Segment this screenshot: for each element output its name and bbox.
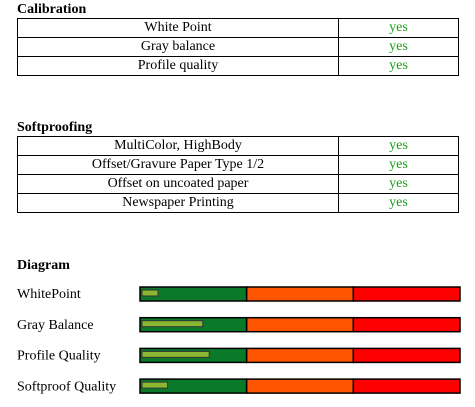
item-cell: Profile quality	[17, 56, 339, 76]
section-title: Calibration	[17, 2, 87, 17]
table-row: White Point yes	[17, 18, 459, 38]
bar	[141, 381, 169, 389]
row-label: WhitePoint	[17, 287, 81, 302]
zone	[245, 378, 355, 394]
zone	[245, 316, 355, 333]
item-cell: Newspaper Printing	[17, 193, 339, 213]
table-row: Offset/Gravure Paper Type 1/2 yes	[17, 155, 459, 175]
zone	[352, 316, 461, 333]
row-label: Profile Quality	[17, 349, 101, 364]
table-row: Newspaper Printing yes	[17, 193, 459, 213]
zone	[245, 347, 355, 364]
status-cell: yes	[338, 193, 459, 213]
status-cell: yes	[338, 56, 459, 76]
table-row: Offset on uncoated paper yes	[17, 174, 459, 194]
zone	[352, 378, 461, 394]
table-row: Profile quality yes	[17, 56, 459, 76]
section-title: Softproofing	[17, 120, 93, 135]
zone	[245, 286, 355, 302]
softproofing-table: MultiColor, HighBody yes Offset/Gravure Pa…	[17, 136, 459, 213]
bar	[141, 350, 210, 358]
row-label: Gray Balance	[17, 318, 94, 333]
bar	[141, 289, 159, 297]
diagram-title: Diagram	[17, 258, 70, 273]
row-label: Softproof Quality	[17, 379, 116, 394]
item-cell: Offset on uncoated paper	[17, 174, 339, 194]
calibration-table: White Point yes Gray balance yes Profile qua…	[17, 18, 459, 76]
item-cell: Offset/Gravure Paper Type 1/2	[17, 155, 339, 175]
zone	[352, 347, 461, 364]
bar	[141, 320, 204, 328]
zone	[352, 286, 461, 302]
